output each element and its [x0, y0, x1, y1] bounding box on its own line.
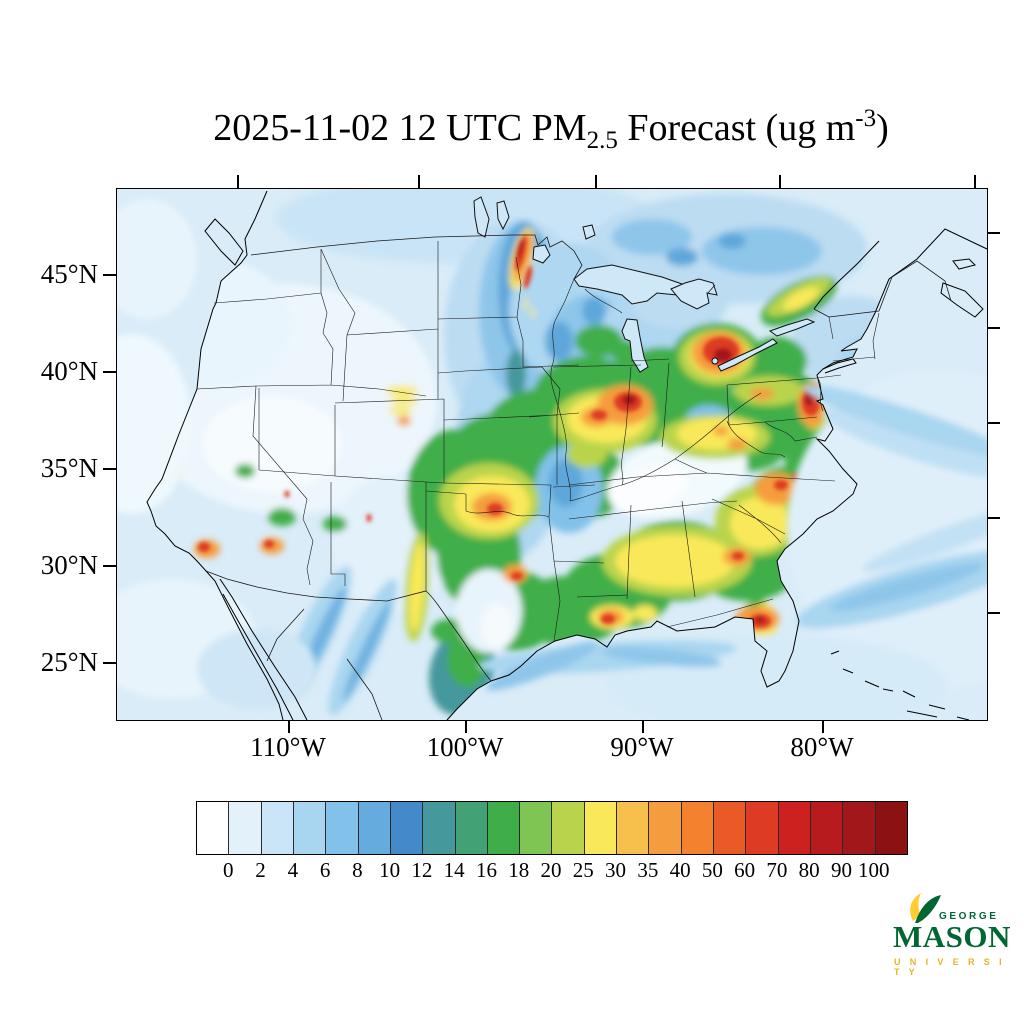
colorbar-tick-label: 30: [605, 858, 627, 882]
colorbar-labels: 0 2 4 6 8 10 12 14 16 18 20 25 30 35 40 50 60 70 80 90 100: [0, 858, 1024, 888]
colorbar-cell: [617, 802, 650, 854]
tick-right-1: [987, 232, 1000, 234]
colorbar-cell: [649, 802, 682, 854]
colorbar-cell: [197, 802, 230, 854]
colorbar: [196, 801, 908, 855]
great-lakes: [473, 196, 816, 373]
colorbar-tick-label: 50: [701, 858, 723, 882]
colorbar-cell: [487, 802, 521, 854]
pm25-contour-map: [117, 189, 987, 720]
tick-right-4: [987, 517, 1000, 519]
gmu-logo-university: U N I V E R S I T Y: [894, 957, 1006, 977]
colorbar-tick-label: 0: [223, 858, 234, 882]
colorbar-cell: [520, 802, 553, 854]
tick-right-3: [987, 422, 1000, 424]
colorbar-cell: [746, 802, 779, 854]
lat-label-25n: 25°N: [40, 647, 98, 677]
colorbar-tick-label: 60: [734, 858, 756, 882]
colorbar-tick-label: 10: [379, 858, 401, 882]
lat-label-35n: 35°N: [40, 453, 98, 483]
lat-label-40n: 40°N: [40, 356, 98, 386]
lat-label-45n: 45°N: [40, 259, 98, 289]
colorbar-tick-label: 8: [352, 858, 363, 882]
colorbar-tick-label: 40: [669, 858, 691, 882]
colorbar-tick-label: 90: [830, 858, 852, 882]
tick-top-3: [595, 175, 597, 188]
tick-bottom-90w: [642, 720, 644, 733]
colorbar-cell: [681, 802, 714, 854]
colorbar-tick-label: 80: [798, 858, 820, 882]
tick-top-5: [974, 175, 976, 188]
colorbar-cell: [358, 802, 391, 854]
colorbar-tick-label: 35: [637, 858, 659, 882]
gmu-logo-george: GEORGE: [939, 911, 999, 922]
lat-label-30n: 30°N: [40, 550, 98, 580]
colorbar-tick-label: 100: [857, 858, 890, 882]
gmu-leaf-icon: [910, 893, 941, 923]
tick-top-1: [237, 175, 239, 188]
title-subscript: 2.5: [586, 127, 618, 154]
tick-left-25n: [103, 662, 116, 664]
map-panel: [116, 188, 988, 721]
colorbar-cell: [326, 802, 359, 854]
coastlines: [146, 190, 987, 720]
tick-left-30n: [103, 565, 116, 567]
colorbar-cell: [423, 802, 456, 854]
colorbar-tick-label: 18: [508, 858, 530, 882]
tick-left-35n: [103, 468, 116, 470]
tick-bottom-110w: [288, 720, 290, 733]
title-middle: Forecast (ug m: [617, 107, 856, 149]
tick-right-5: [987, 612, 1000, 614]
colorbar-tick-label: 25: [572, 858, 594, 882]
colorbar-tick-label: 16: [475, 858, 497, 882]
title-prefix: 2025-11-02 12 UTC PM: [213, 107, 587, 149]
colorbar-cell: [714, 802, 747, 854]
colorbar-tick-label: 12: [411, 858, 433, 882]
colorbar-tick-label: 4: [287, 858, 299, 882]
colorbar-cell: [455, 802, 488, 854]
colorbar-cell: [843, 802, 876, 854]
colorbar-tick-label: 14: [443, 858, 465, 882]
tick-bottom-80w: [822, 720, 824, 733]
tick-right-2: [987, 327, 1000, 329]
lon-label-90w: 90°W: [610, 732, 674, 762]
tick-top-4: [779, 175, 781, 188]
colorbar-cell: [778, 802, 811, 854]
figure-title: 2025-11-02 12 UTC PM2.5 Forecast (ug m-3…: [116, 105, 986, 154]
tick-left-40n: [103, 371, 116, 373]
lon-label-100w: 100°W: [426, 732, 504, 762]
colorbar-cell: [229, 802, 262, 854]
gmu-logo: GEORGE MASON U N I V E R S I T Y: [893, 893, 1017, 979]
title-superscript: -3: [855, 105, 877, 132]
state-borders: [196, 241, 880, 642]
colorbar-cell: [552, 802, 585, 854]
tick-left-45n: [103, 274, 116, 276]
colorbar-tick-label: 20: [540, 858, 562, 882]
colorbar-tick-label: 70: [766, 858, 788, 882]
colorbar-cell: [293, 802, 327, 854]
tick-top-2: [418, 175, 420, 188]
lon-label-80w: 80°W: [790, 732, 854, 762]
colorbar-cell: [390, 802, 424, 854]
colorbar-cell: [875, 802, 907, 854]
lon-label-110w: 110°W: [250, 732, 326, 762]
colorbar-cell: [810, 802, 844, 854]
colorbar-tick-label: 2: [255, 858, 266, 882]
ocean-streaks: [117, 199, 987, 720]
colorbar-cell: [261, 802, 294, 854]
tick-bottom-100w: [465, 720, 467, 733]
gmu-logo-mason: MASON: [893, 919, 1011, 954]
colorbar-cell: [584, 802, 618, 854]
colorbar-tick-label: 6: [319, 858, 331, 882]
title-suffix: ): [876, 107, 889, 149]
